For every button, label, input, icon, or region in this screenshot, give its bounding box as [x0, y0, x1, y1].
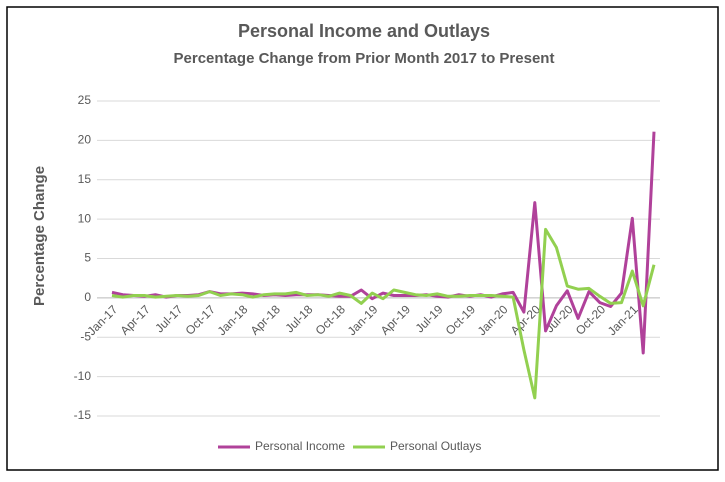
y-tick-label: -15 [74, 408, 92, 422]
y-tick-label: 15 [78, 172, 92, 186]
frame [6, 6, 719, 471]
chart-title: Personal Income and Outlays [238, 21, 490, 41]
series-line [111, 227, 656, 400]
y-tick-label: 25 [78, 93, 92, 107]
y-tick-label: 0 [84, 290, 91, 304]
y-tick-label: 20 [78, 133, 92, 147]
chart-subtitle: Percentage Change from Prior Month 2017 … [174, 50, 555, 67]
y-tick-label: 5 [84, 251, 91, 265]
y-tick-label: 10 [78, 211, 92, 225]
y-tick-label: -5 [80, 329, 91, 343]
legend-label: Personal Outlays [390, 439, 481, 453]
legend-label: Personal Income [255, 439, 345, 453]
y-axis-title: Percentage Change [31, 166, 48, 306]
y-tick-label: -10 [74, 369, 92, 383]
